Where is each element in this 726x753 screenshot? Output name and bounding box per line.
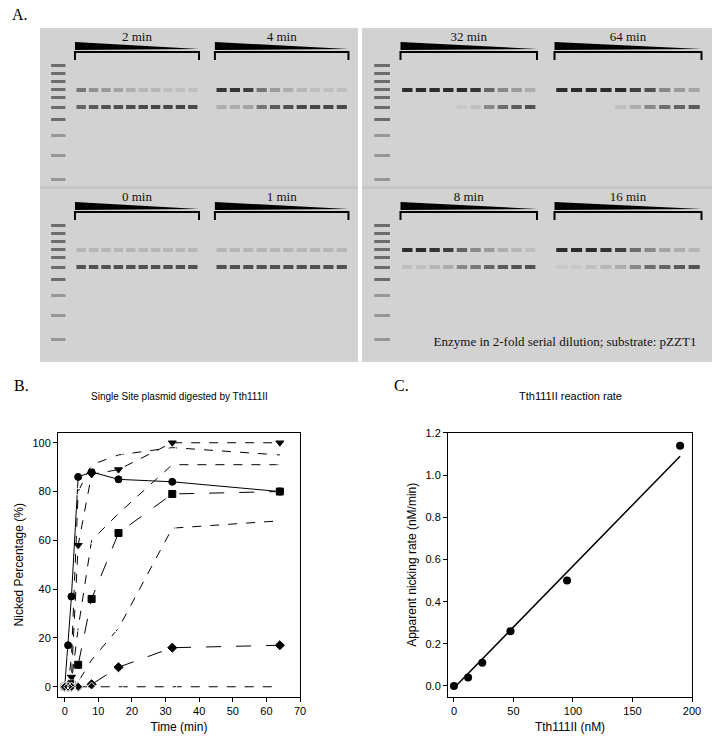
svg-text:70: 70 bbox=[294, 705, 306, 717]
svg-text:150: 150 bbox=[623, 705, 641, 717]
svg-text:30: 30 bbox=[159, 705, 171, 717]
svg-text:0: 0 bbox=[62, 705, 68, 717]
svg-text:1.2: 1.2 bbox=[426, 427, 441, 439]
svg-text:40: 40 bbox=[193, 705, 205, 717]
svg-text:80: 80 bbox=[39, 485, 51, 497]
svg-text:4 min: 4 min bbox=[267, 29, 297, 44]
svg-text:16 min: 16 min bbox=[610, 189, 647, 204]
svg-text:Enzyme in 2-fold serial diluti: Enzyme in 2-fold serial dilution; substr… bbox=[434, 334, 697, 349]
svg-text:40: 40 bbox=[39, 583, 51, 595]
svg-text:64 min: 64 min bbox=[610, 29, 647, 44]
svg-text:A.: A. bbox=[12, 6, 28, 23]
svg-text:8 min: 8 min bbox=[454, 189, 484, 204]
svg-text:B.: B. bbox=[14, 377, 29, 394]
svg-text:60: 60 bbox=[39, 534, 51, 546]
svg-text:Nicked Percentage (%): Nicked Percentage (%) bbox=[12, 503, 26, 626]
svg-text:0.2: 0.2 bbox=[426, 638, 441, 650]
svg-text:0.0: 0.0 bbox=[426, 680, 441, 692]
svg-text:10: 10 bbox=[92, 705, 104, 717]
svg-text:50: 50 bbox=[227, 705, 239, 717]
svg-text:2 min: 2 min bbox=[122, 29, 152, 44]
svg-text:C.: C. bbox=[394, 377, 409, 394]
svg-text:200: 200 bbox=[683, 705, 701, 717]
svg-text:Single Site plasmid digested b: Single Site plasmid digested by Tth111II bbox=[91, 391, 268, 402]
svg-text:32 min: 32 min bbox=[451, 29, 488, 44]
svg-text:60: 60 bbox=[260, 705, 272, 717]
svg-text:Apparent nicking rate (nM/min): Apparent nicking rate (nM/min) bbox=[405, 483, 419, 647]
svg-text:0.6: 0.6 bbox=[426, 553, 441, 565]
svg-text:100: 100 bbox=[32, 437, 50, 449]
svg-text:0: 0 bbox=[45, 681, 51, 693]
svg-text:Tth111II reaction rate: Tth111II reaction rate bbox=[519, 390, 622, 402]
svg-text:Tth111II (nM): Tth111II (nM) bbox=[535, 720, 605, 734]
svg-text:0.4: 0.4 bbox=[426, 595, 441, 607]
svg-text:100: 100 bbox=[564, 705, 582, 717]
svg-text:0: 0 bbox=[451, 705, 457, 717]
svg-text:1.0: 1.0 bbox=[426, 469, 441, 481]
svg-text:50: 50 bbox=[507, 705, 519, 717]
svg-text:20: 20 bbox=[126, 705, 138, 717]
svg-text:20: 20 bbox=[39, 632, 51, 644]
svg-text:Time (min): Time (min) bbox=[151, 720, 208, 734]
svg-text:0.8: 0.8 bbox=[426, 511, 441, 523]
svg-text:1 min: 1 min bbox=[267, 189, 297, 204]
svg-text:0 min: 0 min bbox=[122, 189, 152, 204]
